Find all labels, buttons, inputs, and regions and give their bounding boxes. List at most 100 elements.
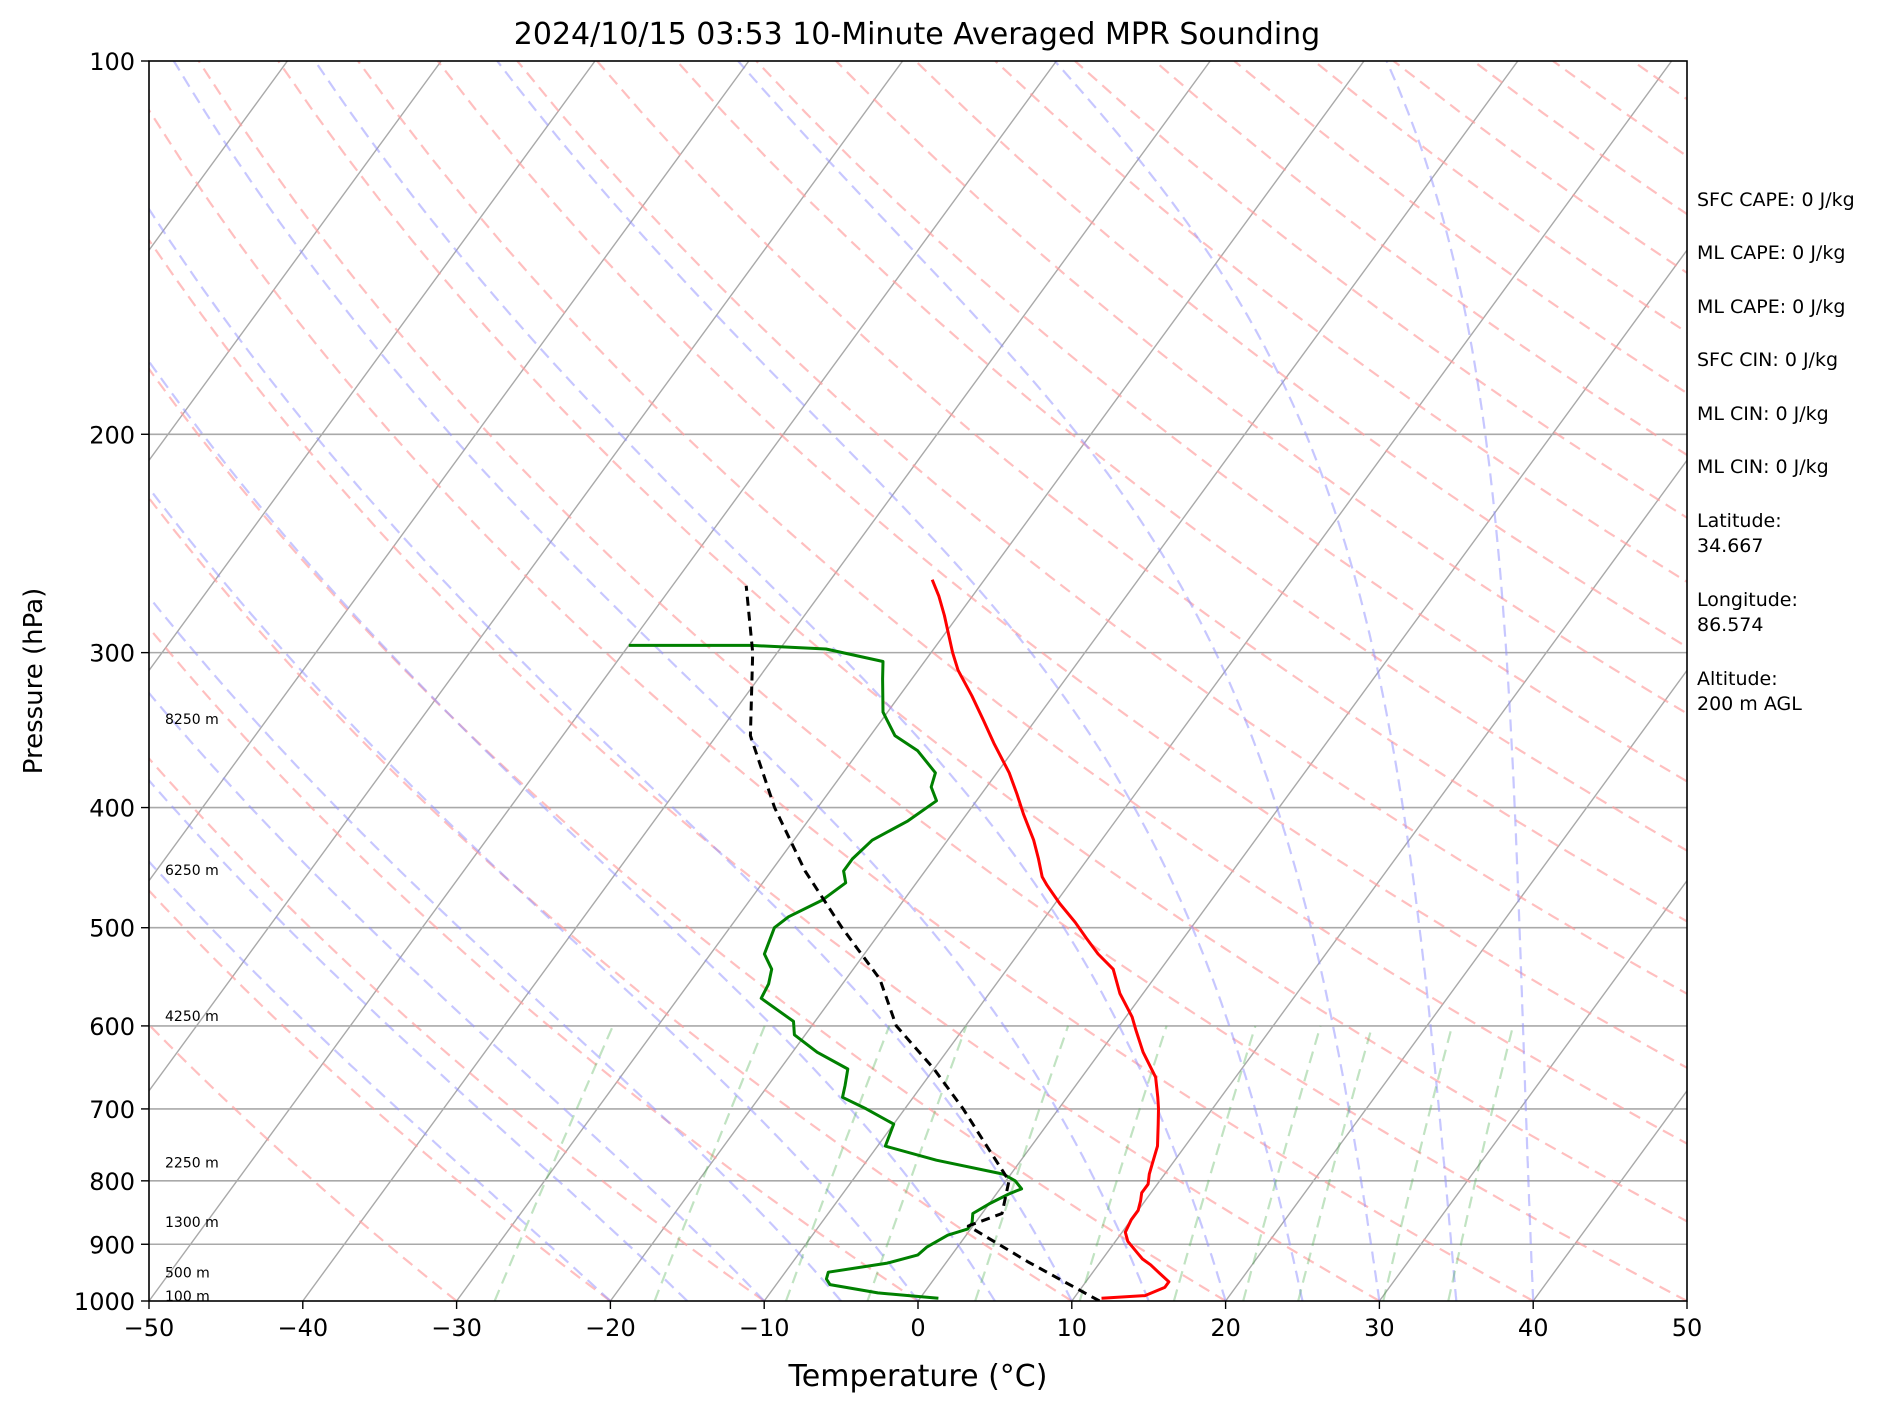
- mixing-ratio-line: [784, 1025, 891, 1301]
- y-tick-label: 500: [89, 915, 135, 943]
- height-label: 6250 m: [165, 863, 219, 879]
- dry-adiabat: [755, 61, 1687, 783]
- mixing-ratio-line: [1172, 1025, 1257, 1301]
- moist-adiabat: [149, 595, 842, 1301]
- moist-adiabat: [737, 61, 1381, 1301]
- dry-adiabat: [149, 756, 765, 1301]
- stat-item: Latitude: 34.667: [1697, 510, 1782, 557]
- stat-item: ML CIN: 0 J/kg: [1697, 456, 1829, 478]
- dry-adiabat: [149, 367, 1227, 1301]
- mixing-ratio-line: [1297, 1025, 1374, 1301]
- x-tick-label: −20: [585, 1314, 636, 1342]
- stat-item: ML CIN: 0 J/kg: [1697, 403, 1829, 425]
- isotherm: [149, 61, 1057, 1301]
- x-tick-label: 20: [1210, 1314, 1241, 1342]
- isotherm: [149, 61, 596, 672]
- dry-adiabat: [835, 61, 1687, 715]
- x-tick-label: −40: [277, 1314, 328, 1342]
- x-tick-label: 50: [1672, 1314, 1703, 1342]
- dry-adiabat: [197, 61, 1687, 1301]
- dry-adiabat: [149, 1023, 458, 1301]
- mixing-ratio-line: [1078, 1025, 1168, 1301]
- dry-adiabat: [149, 496, 1073, 1301]
- height-label: 500 m: [165, 1265, 210, 1281]
- moist-adiabat: [496, 61, 1304, 1301]
- x-tick-label: 0: [910, 1314, 925, 1342]
- y-tick-label: 200: [89, 421, 135, 449]
- dry-adiabat: [149, 108, 1534, 1301]
- dry-adiabat: [149, 626, 919, 1301]
- moist-adiabat: [149, 207, 1073, 1301]
- x-tick-label: −10: [739, 1314, 790, 1342]
- isotherm: [149, 61, 904, 1093]
- dry-adiabat: [436, 61, 1687, 1070]
- y-axis: 100 200 300 400 500 600 700 800 900 1000: [74, 48, 149, 1316]
- x-axis: −50 −40 −30 −20 −10 0 10 20 30 40 50: [124, 1301, 1703, 1342]
- isotherm: [456, 61, 1365, 1301]
- moist-adiabat: [1053, 61, 1458, 1301]
- mixing-ratio-line: [1447, 1025, 1515, 1301]
- dry-adiabat: [149, 889, 612, 1301]
- dewpoint-line: [628, 643, 1024, 1300]
- isotherm: [302, 61, 1211, 1301]
- isotherm: [1532, 1089, 1687, 1301]
- mixing-ratio-line: [1382, 1025, 1454, 1301]
- mixing-ratio-line: [493, 1025, 614, 1301]
- stat-item: ML CAPE: 0 J/kg: [1697, 242, 1846, 264]
- x-tick-label: 10: [1057, 1314, 1088, 1342]
- mixing-ratio-line: [653, 1025, 766, 1301]
- stat-item: Altitude: 200 m AGL: [1697, 668, 1802, 715]
- y-tick-label: 100: [89, 48, 135, 76]
- height-label: 100 m: [165, 1289, 210, 1305]
- x-tick-label: 30: [1364, 1314, 1395, 1342]
- profile-lines: [628, 579, 1171, 1301]
- isotherm: [1225, 669, 1687, 1301]
- y-axis-label: Pressure (hPa): [19, 588, 49, 775]
- moist-adiabat: [1385, 61, 1535, 1301]
- mixing-ratio-line: [974, 1025, 1070, 1301]
- y-tick-label: 400: [89, 795, 135, 823]
- y-tick-label: 600: [89, 1013, 135, 1041]
- stat-item: SFC CIN: 0 J/kg: [1697, 349, 1839, 371]
- x-tick-label: −50: [124, 1314, 175, 1342]
- dry-adiabat: [516, 61, 1687, 996]
- isotherm: [917, 248, 1687, 1301]
- y-tick-label: 900: [89, 1231, 135, 1259]
- height-label: 4250 m: [165, 1009, 219, 1025]
- isotherm: [149, 61, 442, 462]
- isotherm: [149, 61, 750, 882]
- y-tick-label: 700: [89, 1096, 135, 1124]
- dry-adiabat: [149, 238, 1380, 1301]
- height-labels: 8250 m 6250 m 4250 m 2250 m 1300 m 500 m 100 m: [165, 712, 219, 1305]
- dry-adiabat: [596, 61, 1687, 923]
- moist-adiabat: [149, 486, 919, 1301]
- moist-adiabat: [314, 61, 1227, 1301]
- isotherm: [763, 61, 1673, 1301]
- moist-adiabat: [149, 691, 765, 1301]
- y-tick-label: 300: [89, 640, 135, 668]
- height-label: 2250 m: [165, 1156, 219, 1172]
- stat-item: Longitude: 86.574: [1697, 589, 1798, 636]
- moist-adiabat: [149, 359, 996, 1301]
- moist-adiabat: [172, 61, 1150, 1301]
- height-label: 8250 m: [165, 712, 219, 728]
- dry-adiabat: [994, 61, 1687, 584]
- isotherm: [1071, 459, 1687, 1301]
- stat-item: ML CAPE: 0 J/kg: [1697, 296, 1846, 318]
- parcel-line: [744, 585, 1101, 1301]
- mixing-ratio-line: [1242, 1025, 1322, 1301]
- height-label: 1300 m: [165, 1215, 219, 1231]
- isotherm: [1378, 879, 1687, 1301]
- stat-item: SFC CAPE: 0 J/kg: [1697, 189, 1855, 211]
- y-tick-label: 800: [89, 1168, 135, 1196]
- dry-adiabat: [357, 61, 1687, 1145]
- y-tick-label: 1000: [74, 1288, 135, 1316]
- x-tick-label: −30: [431, 1314, 482, 1342]
- dry-adiabat: [277, 61, 1687, 1223]
- chart-title: 2024/10/15 03:53 10-Minute Averaged MPR …: [514, 17, 1320, 52]
- isotherm: [609, 61, 1519, 1301]
- x-axis-label: Temperature (°C): [788, 1359, 1048, 1394]
- temperature-line: [930, 579, 1171, 1300]
- background-lines: [149, 61, 1687, 1301]
